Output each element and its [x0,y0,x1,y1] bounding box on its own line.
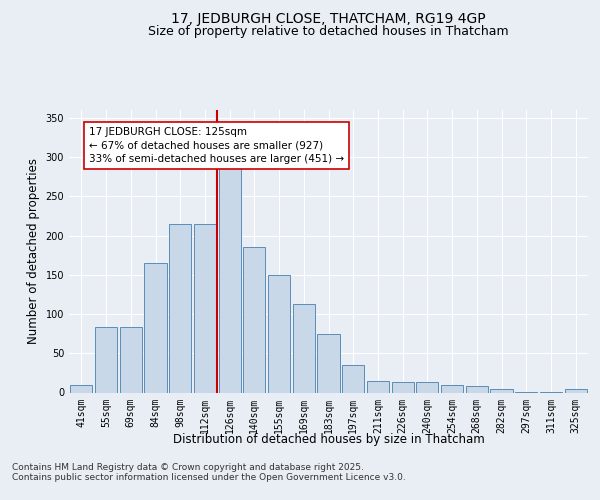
Bar [392,382,414,392]
Bar [243,248,265,392]
Bar [119,328,142,392]
Bar [490,390,512,392]
Text: Contains HM Land Registry data © Crown copyright and database right 2025.
Contai: Contains HM Land Registry data © Crown c… [12,462,406,482]
Bar [95,328,117,392]
Bar [145,263,167,392]
Text: Size of property relative to detached houses in Thatcham: Size of property relative to detached ho… [148,25,509,38]
Bar [342,365,364,392]
Bar [70,384,92,392]
Text: 17, JEDBURGH CLOSE, THATCHAM, RG19 4GP: 17, JEDBURGH CLOSE, THATCHAM, RG19 4GP [172,12,486,26]
Y-axis label: Number of detached properties: Number of detached properties [27,158,40,344]
Text: 17 JEDBURGH CLOSE: 125sqm
← 67% of detached houses are smaller (927)
33% of semi: 17 JEDBURGH CLOSE: 125sqm ← 67% of detac… [89,128,344,164]
Text: Distribution of detached houses by size in Thatcham: Distribution of detached houses by size … [173,432,485,446]
Bar [466,386,488,392]
Bar [194,224,216,392]
Bar [293,304,315,392]
Bar [367,380,389,392]
Bar [218,165,241,392]
Bar [565,390,587,392]
Bar [268,275,290,392]
Bar [317,334,340,392]
Bar [416,382,439,392]
Bar [169,224,191,392]
Bar [441,386,463,392]
